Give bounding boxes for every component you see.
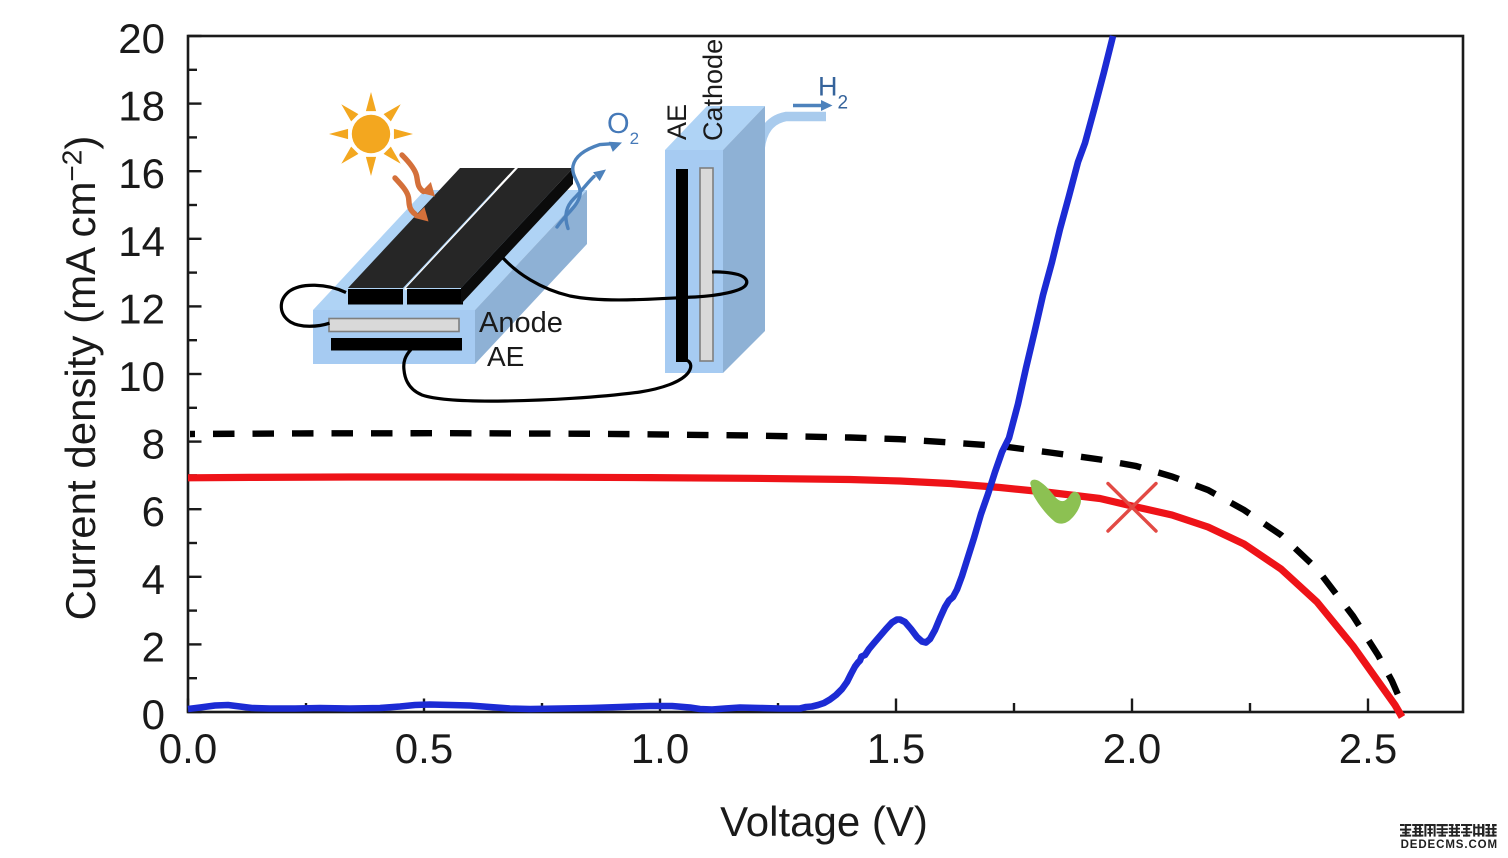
svg-text:Current density (mA cm−2): Current density (mA cm−2) — [57, 136, 105, 621]
svg-text:Voltage (V): Voltage (V) — [720, 798, 928, 845]
svg-text:20: 20 — [118, 15, 165, 62]
svg-text:12: 12 — [118, 285, 165, 332]
svg-text:0.5: 0.5 — [395, 725, 453, 772]
svg-text:2.0: 2.0 — [1103, 725, 1161, 772]
svg-text:16: 16 — [118, 150, 165, 197]
svg-text:AE: AE — [662, 104, 692, 140]
svg-text:DEDECMS.COM: DEDECMS.COM — [1401, 839, 1498, 851]
svg-text:2: 2 — [142, 623, 165, 670]
svg-text:1.0: 1.0 — [631, 725, 689, 772]
svg-text:8: 8 — [142, 421, 165, 468]
svg-text:2.5: 2.5 — [1339, 725, 1397, 772]
svg-text:14: 14 — [118, 218, 165, 265]
svg-text:Anode: Anode — [479, 307, 563, 339]
svg-text:Cathode: Cathode — [698, 39, 728, 141]
svg-text:1.5: 1.5 — [867, 725, 925, 772]
svg-text:4: 4 — [142, 556, 165, 603]
svg-text:AE: AE — [487, 341, 524, 372]
svg-text:18: 18 — [118, 83, 165, 130]
svg-text:0.0: 0.0 — [159, 725, 217, 772]
svg-text:6: 6 — [142, 488, 165, 535]
svg-text:0: 0 — [142, 691, 165, 738]
svg-text:10: 10 — [118, 353, 165, 400]
